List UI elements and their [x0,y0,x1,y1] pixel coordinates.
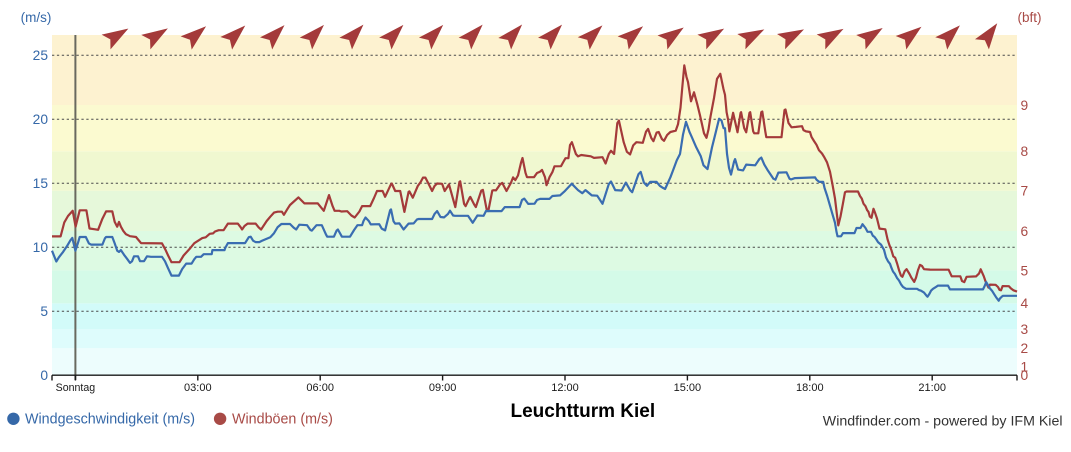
svg-text:3: 3 [1021,322,1029,337]
svg-text:Windfinder.com - powered by IF: Windfinder.com - powered by IFM Kiel [823,414,1063,430]
svg-text:15: 15 [33,176,49,191]
svg-text:10: 10 [33,240,49,255]
svg-text:06:00: 06:00 [306,382,334,394]
svg-text:(m/s): (m/s) [21,10,52,25]
svg-text:09:00: 09:00 [429,382,457,394]
svg-text:9: 9 [1021,98,1029,113]
svg-text:2: 2 [1021,341,1029,356]
svg-text:21:00: 21:00 [918,382,946,394]
svg-text:1: 1 [1021,360,1029,375]
svg-text:25: 25 [33,48,49,63]
svg-text:7: 7 [1021,184,1029,199]
svg-text:12:00: 12:00 [551,382,579,394]
svg-text:03:00: 03:00 [184,382,212,394]
svg-text:4: 4 [1021,296,1029,311]
svg-text:5: 5 [40,304,48,319]
svg-text:Windböen (m/s): Windböen (m/s) [232,412,333,428]
svg-text:20: 20 [33,112,49,127]
svg-text:Windgeschwindigkeit (m/s): Windgeschwindigkeit (m/s) [25,412,195,428]
svg-text:18:00: 18:00 [796,382,824,394]
svg-text:0: 0 [40,368,48,383]
svg-text:0: 0 [1021,368,1029,383]
svg-text:15:00: 15:00 [674,382,702,394]
svg-text:(bft): (bft) [1018,10,1042,25]
svg-text:6: 6 [1021,224,1029,239]
svg-text:8: 8 [1021,144,1029,159]
svg-text:Leuchtturm Kiel: Leuchtturm Kiel [511,401,656,422]
svg-text:Sonntag: Sonntag [56,382,96,394]
svg-text:5: 5 [1021,263,1029,278]
